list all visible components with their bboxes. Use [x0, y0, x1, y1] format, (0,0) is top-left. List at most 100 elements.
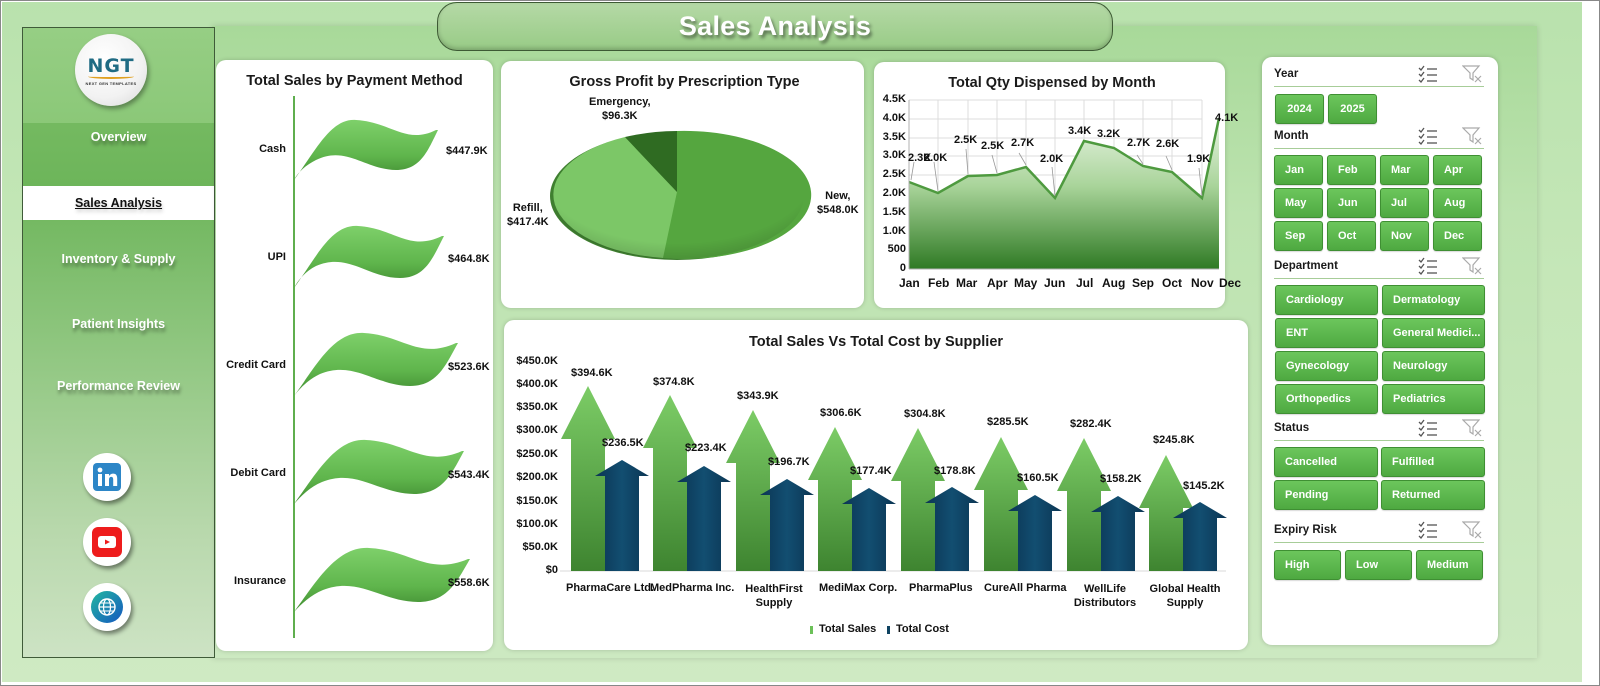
year-slicer-header: Year: [1274, 63, 1484, 87]
status-chip[interactable]: Pending: [1274, 480, 1378, 510]
cost-arrow-globalhealth: [1173, 502, 1227, 571]
cost-value-label: $158.2K: [1100, 473, 1142, 485]
sales-arrow-pharmacare: [561, 386, 615, 571]
expiry-risk-chip[interactable]: High: [1274, 550, 1341, 580]
youtube-icon: [92, 527, 122, 557]
department-chip[interactable]: Cardiology: [1275, 285, 1378, 315]
department-chip[interactable]: ENT: [1275, 318, 1378, 348]
department-chip[interactable]: Dermatology: [1382, 285, 1485, 315]
category-label: HealthFirst Supply: [745, 583, 803, 609]
youtube-button[interactable]: [83, 518, 131, 566]
clear-filter-icon[interactable]: [1462, 257, 1482, 275]
nav-sales-analysis[interactable]: Sales Analysis: [23, 186, 214, 220]
department-chip[interactable]: Gynecology: [1275, 351, 1378, 381]
clear-filter-icon[interactable]: [1462, 127, 1482, 145]
x-tick: Nov: [1191, 276, 1214, 290]
cost-value-label: $177.4K: [850, 465, 892, 477]
sales-value-label: $374.8K: [653, 376, 695, 388]
data-label: 2.5K: [981, 140, 1005, 152]
year-2025-chip[interactable]: 2025: [1328, 94, 1377, 124]
value-label: $543.4K: [448, 469, 490, 481]
clear-filter-icon[interactable]: [1462, 521, 1482, 539]
legend-total-cost: Total Cost: [896, 623, 949, 635]
status-chip[interactable]: Cancelled: [1274, 447, 1378, 477]
value-label: $447.9K: [446, 145, 488, 157]
month-chip[interactable]: Oct: [1327, 221, 1376, 251]
nav-overview[interactable]: Overview: [23, 120, 214, 154]
y-tick: $350.0K: [516, 401, 558, 413]
status-chip[interactable]: Returned: [1381, 480, 1485, 510]
category-label: Debit Card: [230, 467, 286, 479]
department-chip[interactable]: Orthopedics: [1275, 384, 1378, 414]
month-chip[interactable]: Aug: [1433, 188, 1482, 218]
category-label: Global Health Supply: [1149, 583, 1221, 609]
nav-patient-insights[interactable]: Patient Insights: [23, 307, 214, 341]
cost-arrow-welllife: [1091, 496, 1145, 571]
y-tick: 4.0K: [882, 112, 906, 124]
logo-swoosh-icon: [88, 74, 134, 79]
cost-value-label: $236.5K: [602, 437, 644, 449]
data-label: 2.5K: [954, 134, 978, 146]
multi-select-icon[interactable]: [1418, 419, 1438, 437]
month-chip[interactable]: Nov: [1380, 221, 1429, 251]
y-tick: $150.0K: [516, 495, 558, 507]
category-label: Cash: [259, 143, 286, 155]
year-2024-chip[interactable]: 2024: [1275, 94, 1324, 124]
nav-performance-review[interactable]: Performance Review: [23, 369, 214, 403]
department-chip[interactable]: Pediatrics: [1382, 384, 1485, 414]
month-chip[interactable]: Mar: [1380, 155, 1429, 185]
month-chip[interactable]: Sep: [1274, 221, 1323, 251]
nav-inventory-supply[interactable]: Inventory & Supply: [23, 242, 214, 276]
slicer-title: Year: [1274, 68, 1299, 80]
status-chip[interactable]: Fulfilled: [1381, 447, 1485, 477]
filter-panel: Year 2024 2025 Month Jan Feb Mar Apr May…: [1262, 57, 1498, 645]
month-chip[interactable]: Jul: [1380, 188, 1429, 218]
logo-subtitle: NEXT GEN TEMPLATES: [85, 80, 137, 86]
sales-arrow-cureall: [974, 437, 1028, 571]
month-chip[interactable]: Apr: [1433, 155, 1482, 185]
value-label: $558.6K: [448, 577, 490, 589]
website-button[interactable]: [83, 583, 131, 631]
x-tick: Oct: [1162, 276, 1183, 290]
sales-arrow-medimax: [808, 427, 862, 571]
supplier-sales-cost-chart-card: Total Sales Vs Total Cost by Supplier: [504, 320, 1248, 650]
slicer-title: Department: [1274, 260, 1338, 272]
y-tick: $100.0K: [516, 518, 558, 530]
x-tick: Sep: [1132, 276, 1155, 290]
y-tick: $400.0K: [516, 378, 558, 390]
clear-filter-icon[interactable]: [1462, 419, 1482, 437]
department-chip[interactable]: General Medici...: [1382, 318, 1485, 348]
multi-select-icon[interactable]: [1418, 257, 1438, 275]
logo-mark: NGT: [87, 54, 135, 77]
sales-value-label: $245.8K: [1153, 434, 1195, 446]
qty-dispensed-chart-card: Total Qty Dispensed by Month: [874, 62, 1241, 308]
month-chip[interactable]: May: [1274, 188, 1323, 218]
expiry-risk-chip[interactable]: Medium: [1416, 550, 1483, 580]
expiry-risk-chip[interactable]: Low: [1345, 550, 1412, 580]
category-label: CureAll Pharma: [984, 582, 1067, 594]
prescription-type-chart-card: Gross Profit by Prescription Type Emerge…: [501, 61, 864, 308]
multi-select-icon[interactable]: [1418, 127, 1438, 145]
ngt-logo[interactable]: NGT NEXT GEN TEMPLATES: [75, 34, 147, 106]
data-label: 4.1K: [1215, 112, 1239, 124]
expiry-risk-slicer-header: Expiry Risk: [1274, 519, 1484, 543]
category-label: WellLife Distributors: [1073, 583, 1137, 609]
department-chip[interactable]: Neurology: [1382, 351, 1485, 381]
linkedin-button[interactable]: [83, 453, 131, 501]
y-tick: 1.5K: [882, 206, 906, 218]
x-tick: Apr: [987, 276, 1008, 290]
month-chip[interactable]: Feb: [1327, 155, 1376, 185]
multi-select-icon[interactable]: [1418, 521, 1438, 539]
sales-value-label: $394.6K: [571, 367, 613, 379]
x-tick: Aug: [1102, 276, 1126, 290]
month-chip[interactable]: Jan: [1274, 155, 1323, 185]
month-chip[interactable]: Jun: [1327, 188, 1376, 218]
cost-value-label: $196.7K: [768, 456, 810, 468]
data-label: 2.6K: [1156, 138, 1180, 150]
multi-select-icon[interactable]: [1418, 65, 1438, 83]
x-tick: Jul: [1076, 276, 1094, 290]
supplier-sales-cost-chart: [560, 386, 1227, 634]
clear-filter-icon[interactable]: [1462, 65, 1482, 83]
month-chip[interactable]: Dec: [1433, 221, 1482, 251]
slicer-title: Status: [1274, 422, 1310, 434]
